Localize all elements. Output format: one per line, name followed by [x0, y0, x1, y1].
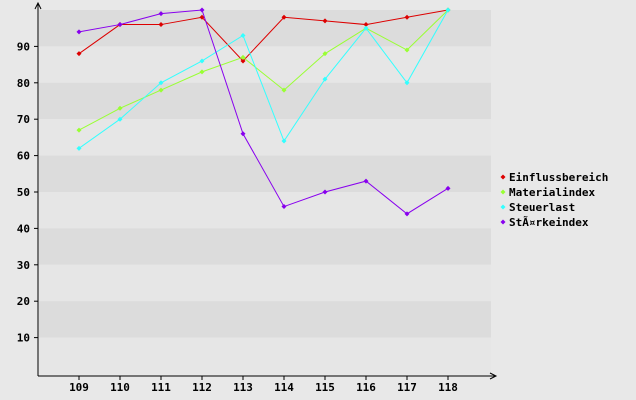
data-point-materialindex	[404, 47, 410, 53]
legend-marker	[500, 189, 506, 195]
grid-band	[39, 119, 491, 156]
x-tick-label: 110	[110, 381, 130, 394]
data-point-materialindex	[199, 69, 205, 75]
data-point-steuerlast	[445, 7, 451, 13]
data-point-st-rkeindex	[199, 7, 205, 13]
y-tick-label: 40	[17, 222, 30, 235]
legend: Einflussbereich Materialindex Steuerlast St…	[500, 171, 608, 229]
y-axis-ticks: 10 20 30 40 50 60 70 80 90	[17, 40, 38, 345]
legend-marker	[500, 219, 506, 225]
data-point-st-rkeindex	[363, 178, 369, 184]
data-point-einflussbereich	[158, 22, 164, 28]
legend-label: StÃ¤rkeindex	[509, 216, 589, 229]
data-point-einflussbereich	[281, 14, 287, 20]
data-point-st-rkeindex	[240, 131, 246, 137]
data-point-steuerlast	[76, 145, 82, 151]
grid-band	[39, 337, 491, 374]
data-point-einflussbereich	[240, 58, 246, 64]
legend-marker	[500, 174, 506, 180]
series-line-materialindex	[78, 9, 449, 131]
legend-label: Steuerlast	[509, 201, 575, 214]
x-tick-label: 111	[151, 381, 171, 394]
data-point-einflussbereich	[404, 14, 410, 20]
legend-label: Einflussbereich	[509, 171, 608, 184]
grid-band	[39, 46, 491, 83]
x-tick-label: 114	[274, 381, 294, 394]
x-tick-label: 109	[69, 381, 89, 394]
series-lines	[76, 7, 451, 217]
y-tick-label: 20	[17, 295, 30, 308]
y-tick-label: 30	[17, 259, 30, 272]
grid-band	[39, 301, 491, 338]
x-tick-label: 117	[397, 381, 417, 394]
y-tick-label: 80	[17, 77, 30, 90]
data-point-st-rkeindex	[445, 185, 451, 191]
axes	[34, 1, 498, 380]
y-tick-label: 90	[17, 40, 30, 53]
data-point-st-rkeindex	[76, 29, 82, 35]
data-point-einflussbereich	[322, 18, 328, 24]
y-tick-label: 50	[17, 186, 30, 199]
grid-band	[39, 10, 491, 47]
series-line-st-rkeindex	[78, 9, 449, 215]
data-point-steuerlast	[281, 138, 287, 144]
data-point-steuerlast	[240, 32, 246, 38]
grid-band	[39, 192, 491, 229]
data-point-steuerlast	[117, 116, 123, 122]
series-line-einflussbereich	[78, 9, 449, 62]
data-point-materialindex	[281, 87, 287, 93]
data-point-steuerlast	[158, 80, 164, 86]
data-point-st-rkeindex	[158, 11, 164, 17]
data-point-st-rkeindex	[322, 189, 328, 195]
y-tick-label: 10	[17, 332, 30, 345]
x-tick-label: 113	[233, 381, 253, 394]
data-point-materialindex	[158, 87, 164, 93]
data-point-materialindex	[322, 51, 328, 57]
data-point-steuerlast	[404, 80, 410, 86]
data-point-steuerlast	[199, 58, 205, 64]
x-tick-label: 112	[192, 381, 212, 394]
data-point-materialindex	[240, 54, 246, 60]
grid-band	[39, 82, 491, 120]
data-point-st-rkeindex	[404, 211, 410, 217]
x-axis-arrow	[489, 372, 498, 380]
y-tick-label: 60	[17, 150, 30, 163]
data-point-materialindex	[76, 127, 82, 133]
x-tick-label: 118	[438, 381, 458, 394]
grid-bands	[39, 10, 491, 374]
data-point-st-rkeindex	[117, 22, 123, 28]
data-point-steuerlast	[322, 76, 328, 82]
legend-label: Materialindex	[509, 186, 595, 199]
grid-band	[39, 228, 491, 265]
y-axis-arrow	[34, 1, 42, 10]
data-point-st-rkeindex	[281, 204, 287, 210]
data-point-einflussbereich	[76, 51, 82, 57]
data-point-steuerlast	[363, 25, 369, 31]
data-point-einflussbereich	[199, 14, 205, 20]
x-tick-label: 116	[356, 381, 376, 394]
series-line-steuerlast	[78, 9, 449, 149]
data-point-einflussbereich	[363, 22, 369, 28]
legend-marker	[500, 204, 506, 210]
grid-band	[39, 264, 491, 302]
data-point-materialindex	[117, 105, 123, 111]
x-tick-label: 115	[315, 381, 335, 394]
x-axis-ticks: 109 110 111 112 113 114 115 116 117 118	[69, 376, 458, 394]
y-tick-label: 70	[17, 113, 30, 126]
